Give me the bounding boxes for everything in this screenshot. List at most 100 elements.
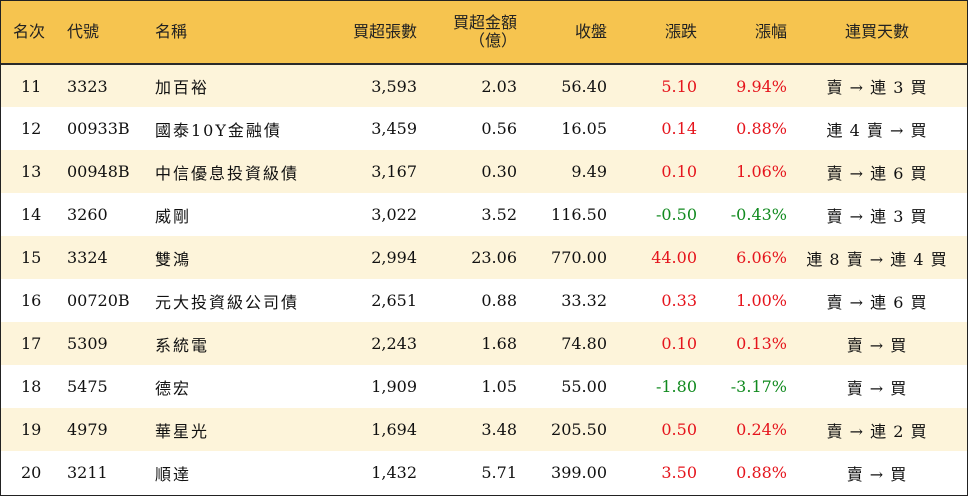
cell-volume: 2,994 xyxy=(371,248,417,267)
cell-change: 44.00 xyxy=(651,248,697,267)
table-row: 13 00948B 中信優息投資級債 3,167 0.30 9.49 0.10 … xyxy=(1,150,967,193)
cell-code: 00948B xyxy=(67,162,130,181)
cell-volume: 2,243 xyxy=(371,334,417,353)
cell-volume: 3,167 xyxy=(371,162,417,181)
table-row: 14 3260 威剛 3,022 3.52 116.50 -0.50 -0.43… xyxy=(1,193,967,236)
header-code: 代號 xyxy=(61,1,145,65)
cell-code: 5475 xyxy=(67,377,108,396)
table-row: 17 5309 系統電 2,243 1.68 74.80 0.10 0.13% … xyxy=(1,322,967,365)
header-close: 收盤 xyxy=(517,1,607,65)
cell-volume: 1,432 xyxy=(371,463,417,482)
cell-rank: 15 xyxy=(21,248,42,267)
cell-streak: 連 4 賣 → 買 xyxy=(826,120,928,140)
table-row: 11 3323 加百裕 3,593 2.03 56.40 5.10 9.94% … xyxy=(1,64,967,107)
cell-name: 國泰10Y金融債 xyxy=(155,120,282,140)
cell-streak: 連 8 賣 → 連 4 買 xyxy=(806,249,948,269)
cell-amount: 3.48 xyxy=(481,420,517,439)
cell-change-pct: 6.06% xyxy=(736,248,787,267)
cell-code: 00720B xyxy=(67,291,130,310)
cell-change-pct: -3.17% xyxy=(730,377,787,396)
cell-code: 4979 xyxy=(67,420,108,439)
cell-change: 0.10 xyxy=(661,162,697,181)
cell-change: 0.33 xyxy=(661,291,697,310)
cell-rank: 13 xyxy=(21,162,42,181)
cell-close: 74.80 xyxy=(561,334,607,353)
cell-name: 加百裕 xyxy=(155,78,210,97)
cell-change: -0.50 xyxy=(655,205,697,224)
cell-close: 770.00 xyxy=(551,248,607,267)
cell-change-pct: 1.00% xyxy=(736,291,787,310)
cell-name: 系統電 xyxy=(155,335,210,355)
cell-change-pct: 0.24% xyxy=(736,420,787,439)
cell-rank: 17 xyxy=(21,334,42,353)
cell-volume: 3,459 xyxy=(371,119,417,138)
header-net-buy-volume: 買超張數 xyxy=(325,1,417,65)
cell-code: 5309 xyxy=(67,334,108,353)
cell-change-pct: 0.88% xyxy=(736,119,787,138)
header-change-pct: 漲幅 xyxy=(697,1,787,65)
cell-amount: 0.56 xyxy=(481,119,517,138)
table-body: 11 3323 加百裕 3,593 2.03 56.40 5.10 9.94% … xyxy=(1,64,967,494)
cell-rank: 19 xyxy=(21,420,42,439)
table-row: 19 4979 華星光 1,694 3.48 205.50 0.50 0.24%… xyxy=(1,408,967,451)
cell-streak: 賣 → 連 2 買 xyxy=(826,421,928,441)
cell-rank: 14 xyxy=(21,205,42,224)
cell-amount: 0.88 xyxy=(481,291,517,310)
cell-close: 16.05 xyxy=(561,119,607,138)
header-net-buy-amount: 買超金額 （億） xyxy=(417,1,517,65)
cell-change-pct: 1.06% xyxy=(736,162,787,181)
cell-rank: 12 xyxy=(21,119,42,138)
table-row: 12 00933B 國泰10Y金融債 3,459 0.56 16.05 0.14… xyxy=(1,107,967,150)
cell-change-pct: 0.13% xyxy=(736,334,787,353)
cell-rank: 16 xyxy=(21,291,42,310)
header-net-buy-amount-line1: 買超金額 xyxy=(452,13,517,32)
table-row: 18 5475 德宏 1,909 1.05 55.00 -1.80 -3.17%… xyxy=(1,365,967,408)
cell-volume: 3,593 xyxy=(371,76,417,96)
cell-name: 華星光 xyxy=(155,421,210,441)
cell-name: 威剛 xyxy=(155,206,192,226)
cell-streak: 賣 → 連 6 買 xyxy=(826,163,928,183)
header-change: 漲跌 xyxy=(607,1,697,65)
cell-streak: 賣 → 買 xyxy=(846,464,908,484)
header-name: 名稱 xyxy=(145,1,325,65)
table-row: 20 3211 順達 1,432 5.71 399.00 3.50 0.88% … xyxy=(1,451,967,494)
cell-change: 0.14 xyxy=(661,119,697,138)
cell-change: 3.50 xyxy=(661,463,697,482)
cell-streak: 賣 → 連 6 買 xyxy=(826,292,928,312)
cell-close: 399.00 xyxy=(551,463,607,482)
cell-code: 3211 xyxy=(67,463,108,482)
cell-change-pct: -0.43% xyxy=(730,205,787,224)
cell-amount: 3.52 xyxy=(481,205,517,224)
cell-change: 0.10 xyxy=(661,334,697,353)
cell-change-pct: 9.94% xyxy=(736,76,787,96)
cell-volume: 1,694 xyxy=(371,420,417,439)
cell-change: 0.50 xyxy=(661,420,697,439)
cell-change: -1.80 xyxy=(655,377,697,396)
cell-name: 元大投資級公司債 xyxy=(155,292,300,312)
cell-code: 00933B xyxy=(67,119,130,138)
cell-code: 3324 xyxy=(67,248,108,267)
cell-change-pct: 0.88% xyxy=(736,463,787,482)
table-header-row: 名次 代號 名稱 買超張數 買超金額 （億） 收盤 漲跌 漲幅 連買天數 xyxy=(1,1,967,65)
cell-streak: 賣 → 連 3 買 xyxy=(826,206,928,226)
cell-volume: 2,651 xyxy=(371,291,417,310)
cell-rank: 11 xyxy=(21,76,42,96)
cell-close: 33.32 xyxy=(561,291,607,310)
cell-name: 雙鴻 xyxy=(155,249,192,269)
cell-amount: 1.05 xyxy=(481,377,517,396)
cell-amount: 2.03 xyxy=(481,76,517,96)
cell-close: 205.50 xyxy=(551,420,607,439)
header-streak: 連買天數 xyxy=(787,1,967,65)
cell-close: 55.00 xyxy=(561,377,607,396)
table-row: 15 3324 雙鴻 2,994 23.06 770.00 44.00 6.06… xyxy=(1,236,967,279)
cell-amount: 0.30 xyxy=(481,162,517,181)
cell-amount: 23.06 xyxy=(471,248,517,267)
cell-amount: 5.71 xyxy=(481,463,517,482)
cell-name: 中信優息投資級債 xyxy=(155,163,300,183)
cell-rank: 18 xyxy=(21,377,42,396)
cell-streak: 賣 → 買 xyxy=(846,378,908,398)
cell-name: 德宏 xyxy=(155,378,192,398)
cell-change: 5.10 xyxy=(661,76,697,96)
